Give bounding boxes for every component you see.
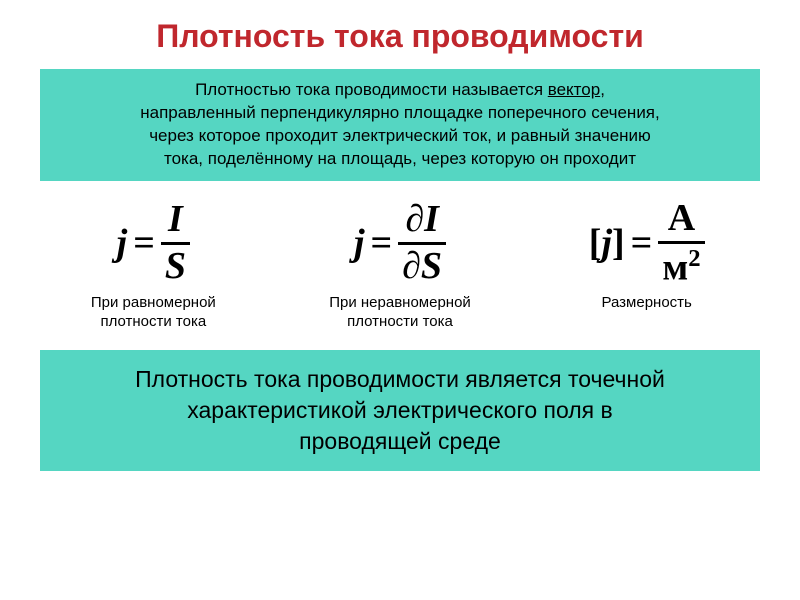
definition-box: Плотностью тока проводимости называется … bbox=[40, 69, 760, 181]
f3-fraction: A м2 bbox=[658, 199, 704, 288]
conclusion-line-3: проводящей среде bbox=[58, 426, 742, 457]
formula-3: [j] = A м2 bbox=[589, 199, 705, 288]
f1-lhs: j bbox=[117, 221, 128, 265]
conclusion-box: Плотность тока проводимости является точ… bbox=[40, 350, 760, 471]
f1-fraction: I S bbox=[161, 200, 190, 287]
f2-lhs: j bbox=[354, 221, 365, 265]
caption-1a: При равномерной bbox=[36, 294, 271, 313]
formula-2: j = ∂I ∂S bbox=[354, 200, 446, 287]
definition-line-3: через которое проходит электрический ток… bbox=[54, 125, 746, 148]
f2-num: ∂I bbox=[401, 200, 443, 242]
def-text-1a: Плотностью тока проводимости называется bbox=[195, 80, 548, 99]
formula-1: j = I S bbox=[117, 200, 190, 287]
definition-line-2: направленный перпендикулярно площадке по… bbox=[54, 102, 746, 125]
f3-lhs-var: j bbox=[601, 221, 612, 265]
definition-line-1: Плотностью тока проводимости называется … bbox=[54, 79, 746, 102]
f3-bracket-close: ] bbox=[612, 221, 625, 265]
caption-2b: плотности тока bbox=[283, 313, 518, 332]
def-underlined: вектор bbox=[548, 80, 600, 99]
formula-row: j = I S j = ∂I ∂S [j] = A bbox=[30, 199, 770, 288]
formula-1-cell: j = I S bbox=[30, 200, 277, 287]
equals-icon: = bbox=[365, 221, 399, 265]
f1-den: S bbox=[161, 245, 190, 287]
caption-1: При равномерной плотности тока bbox=[30, 294, 277, 332]
caption-3-text: Размерность bbox=[529, 294, 764, 313]
conclusion-line-2: характеристикой электрического поля в bbox=[58, 395, 742, 426]
f2-den: ∂S bbox=[398, 245, 446, 287]
equals-icon: = bbox=[625, 221, 659, 265]
slide-title: Плотность тока проводимости bbox=[0, 0, 800, 65]
caption-2a: При неравномерной bbox=[283, 294, 518, 313]
caption-2: При неравномерной плотности тока bbox=[277, 294, 524, 332]
equals-icon: = bbox=[127, 221, 161, 265]
f3-den-sup: 2 bbox=[688, 245, 700, 272]
f3-bracket-open: [ bbox=[589, 221, 602, 265]
def-text-1b: , bbox=[600, 80, 605, 99]
f3-den-base: м bbox=[662, 246, 688, 288]
formula-2-cell: j = ∂I ∂S bbox=[277, 200, 524, 287]
f3-den: м2 bbox=[658, 244, 704, 289]
definition-line-4: тока, поделённому на площадь, через кото… bbox=[54, 148, 746, 171]
caption-row: При равномерной плотности тока При нерав… bbox=[30, 294, 770, 332]
formula-3-cell: [j] = A м2 bbox=[523, 199, 770, 288]
caption-1b: плотности тока bbox=[36, 313, 271, 332]
caption-3: Размерность bbox=[523, 294, 770, 332]
f2-fraction: ∂I ∂S bbox=[398, 200, 446, 287]
f3-num: A bbox=[664, 199, 699, 241]
conclusion-line-1: Плотность тока проводимости является точ… bbox=[58, 364, 742, 395]
f1-num: I bbox=[164, 200, 187, 242]
